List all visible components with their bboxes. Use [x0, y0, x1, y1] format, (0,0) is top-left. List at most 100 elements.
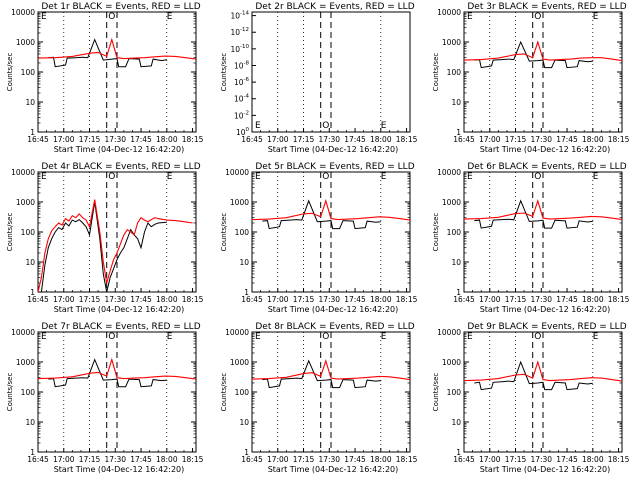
panel-title: Det 4r BLACK = Events, RED = LLD	[41, 162, 200, 172]
event-marker-e-right: E	[381, 121, 387, 131]
panel-title: Det 2r BLACK = Events, RED = LLD	[255, 2, 414, 12]
y-tick-label: 1000	[442, 358, 461, 367]
x-tick-label: 18:15	[182, 295, 204, 304]
series-line-lld	[463, 198, 623, 221]
x-tick-label: 17:00	[53, 455, 75, 464]
series-line-events	[48, 358, 167, 388]
series-line-lld	[463, 360, 623, 382]
x-tick-label: 17:30	[318, 295, 340, 304]
x-tick-label: 18:15	[182, 455, 204, 464]
event-marker-e-left: E	[467, 332, 473, 342]
x-tick-label: 17:00	[479, 455, 501, 464]
y-tick-label: 10	[25, 258, 35, 267]
x-tick-label: 18:00	[370, 455, 392, 464]
y-tick-label: 1000	[16, 38, 35, 47]
y-axis-label: Counts/sec	[220, 373, 228, 412]
y-tick-label: 1	[30, 288, 35, 297]
series-line-events	[40, 201, 167, 293]
panel-title: Det 1r BLACK = Events, RED = LLD	[41, 2, 200, 12]
y-tick-label: 1	[244, 448, 249, 457]
x-tick-label: 18:15	[396, 455, 418, 464]
x-tick-label: 17:00	[479, 295, 501, 304]
x-tick-label: 17:15	[293, 455, 315, 464]
y-tick-label: 100	[235, 388, 250, 397]
x-tick-label: 18:15	[608, 295, 630, 304]
x-tick-label: 17:00	[53, 295, 75, 304]
series-line-lld	[37, 357, 197, 380]
y-tick-label: 1000	[230, 198, 249, 207]
x-tick-label: 17:45	[130, 135, 152, 144]
series-line-events	[48, 38, 167, 68]
y-tick-label: 1	[30, 128, 35, 137]
panel-title: Det 5r BLACK = Events, RED = LLD	[255, 162, 414, 172]
x-tick-label: 16:45	[241, 295, 263, 304]
x-tick-label: 17:45	[556, 135, 578, 144]
event-marker-e-left: E	[255, 121, 261, 131]
y-tick-label: 1	[456, 288, 461, 297]
x-tick-label: 17:45	[344, 295, 366, 304]
y-tick-label: 10000	[11, 328, 35, 337]
panel-det-3: Det 3r BLACK = Events, RED = LLD 16:45 17:…	[432, 2, 630, 154]
y-tick-label: 10-8	[234, 60, 250, 70]
x-axis-label: Start Time (04-Dec-12 16:42:20)	[268, 145, 399, 154]
y-tick-label: 10000	[437, 168, 461, 177]
y-tick-label: 10-6	[234, 77, 250, 87]
event-marker-e-right: E	[593, 172, 599, 182]
y-tick-label: 1000	[16, 198, 35, 207]
x-tick-label: 17:00	[53, 135, 75, 144]
x-tick-label: 17:30	[318, 455, 340, 464]
series-line-lld	[37, 37, 197, 60]
y-tick-label: 10	[25, 98, 35, 107]
x-tick-label: 17:30	[530, 295, 552, 304]
y-tick-label: 100	[447, 388, 462, 397]
event-marker-e-left: E	[467, 172, 473, 182]
x-tick-label: 17:45	[344, 135, 366, 144]
x-tick-label: 18:00	[370, 295, 392, 304]
x-axis-label: Start Time (04-Dec-12 16:42:20)	[54, 465, 185, 474]
event-marker-e-right: E	[381, 332, 387, 342]
y-tick-label: 10-14	[230, 11, 249, 21]
y-tick-label: 10000	[11, 168, 35, 177]
y-tick-label: 10	[451, 258, 461, 267]
x-tick-label: 16:45	[27, 455, 49, 464]
series-line-lld	[463, 40, 623, 62]
event-marker-e-right: E	[167, 12, 173, 22]
x-tick-label: 18:00	[156, 295, 178, 304]
x-tick-label: 18:15	[396, 295, 418, 304]
y-tick-label: 100	[447, 228, 462, 237]
event-marker-o: O	[534, 332, 541, 342]
y-tick-label: 10	[239, 258, 249, 267]
y-tick-label: 10-4	[234, 94, 250, 104]
x-tick-label: 17:30	[104, 135, 126, 144]
panel-det-9: Det 9r BLACK = Events, RED = LLD 16:45 17:…	[432, 322, 630, 474]
x-tick-label: 16:45	[27, 135, 49, 144]
y-axis-label: Counts/sec	[432, 213, 440, 252]
y-axis-label: Counts/sec	[6, 373, 14, 412]
x-tick-label: 17:00	[267, 135, 289, 144]
x-axis-label: Start Time (04-Dec-12 16:42:20)	[268, 465, 399, 474]
y-tick-label: 10	[239, 418, 249, 427]
panel-title: Det 8r BLACK = Events, RED = LLD	[255, 322, 414, 332]
event-marker-e-right: E	[167, 172, 173, 182]
x-tick-label: 17:30	[318, 135, 340, 144]
y-tick-label: 1	[456, 448, 461, 457]
y-tick-label: 1	[244, 288, 249, 297]
x-tick-label: 18:00	[156, 455, 178, 464]
y-axis-label: Counts/sec	[432, 373, 440, 412]
series-line-events	[262, 199, 381, 230]
panel-title: Det 6r BLACK = Events, RED = LLD	[467, 162, 626, 172]
series-line-events	[474, 40, 593, 69]
x-axis-label: Start Time (04-Dec-12 16:42:20)	[480, 305, 611, 314]
event-marker-o: O	[322, 121, 329, 131]
x-axis-label: Start Time (04-Dec-12 16:42:20)	[268, 305, 399, 314]
y-tick-label: 100	[21, 388, 36, 397]
panel-det-2: Det 2r BLACK = Events, RED = LLD 16:45 17:…	[220, 2, 418, 154]
panel-det-5: Det 5r BLACK = Events, RED = LLD 16:45 17:…	[220, 162, 418, 314]
x-tick-label: 16:45	[453, 455, 475, 464]
series-line-lld	[251, 358, 411, 381]
x-tick-label: 17:00	[267, 295, 289, 304]
series-line-lld	[37, 199, 193, 293]
y-tick-label: 100	[236, 127, 250, 137]
y-axis-label: Counts/sec	[6, 213, 14, 252]
